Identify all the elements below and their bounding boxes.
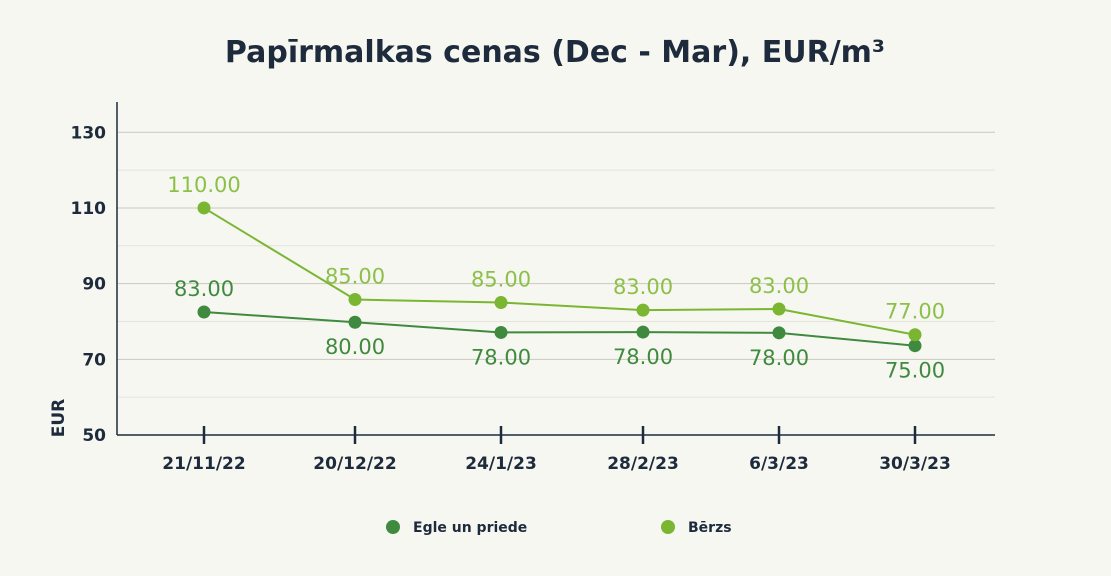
x-tick-label: 21/11/22	[162, 454, 245, 474]
data-label: 78.00	[471, 345, 531, 369]
y-tick-label: 110	[71, 199, 107, 219]
data-label: 110.00	[167, 173, 240, 197]
series-line-1	[203, 207, 916, 336]
legend-label: Egle un priede	[413, 520, 527, 536]
data-point	[908, 328, 922, 342]
data-point	[636, 325, 650, 339]
data-point	[348, 315, 362, 329]
y-tick-label: 90	[82, 275, 106, 295]
data-point	[494, 325, 508, 339]
x-tick-label: 20/12/22	[313, 454, 396, 474]
data-point	[197, 201, 211, 215]
y-axis-label: EUR	[49, 399, 69, 438]
x-tick-label: 24/1/23	[465, 454, 537, 474]
data-label: 77.00	[885, 300, 945, 324]
data-label: 83.00	[613, 275, 673, 299]
axes: 50 70 90 110 130 21/11/22 20/12/22 24/1/23 28/2/…	[71, 102, 995, 474]
y-tick-label: 70	[82, 350, 106, 370]
data-point	[772, 302, 786, 316]
y-tick-label: 50	[82, 426, 106, 446]
data-label: 78.00	[613, 345, 673, 369]
data-point	[636, 303, 650, 317]
data-label: 83.00	[174, 277, 234, 301]
y-tick-label: 130	[71, 123, 107, 143]
data-point	[772, 326, 786, 340]
data-point	[197, 305, 211, 319]
data-label: 85.00	[471, 268, 531, 292]
legend-marker	[386, 520, 400, 534]
x-tick-label: 28/2/23	[607, 454, 679, 474]
data-label: 85.00	[325, 265, 385, 289]
data-label: 80.00	[325, 335, 385, 359]
x-tick-label: 6/3/23	[749, 454, 809, 474]
x-tick-label: 30/3/23	[879, 454, 951, 474]
series-line-0	[203, 311, 916, 347]
legend-label: Bērzs	[688, 520, 732, 536]
data-point	[908, 339, 922, 353]
data-labels: 83.00 80.00 78.00 78.00 78.00 75.00 110.00 85.0…	[167, 173, 945, 383]
grid	[117, 131, 995, 398]
data-label: 75.00	[885, 359, 945, 383]
chart-title: Papīrmalkas cenas (Dec - Mar), EUR/m³	[225, 35, 885, 70]
data-point	[348, 293, 362, 307]
legend-marker	[661, 520, 675, 534]
data-point	[494, 296, 508, 310]
data-label: 78.00	[749, 346, 809, 370]
series	[197, 201, 922, 353]
data-label: 83.00	[749, 274, 809, 298]
legend: Egle un priede Bērzs	[386, 520, 732, 536]
